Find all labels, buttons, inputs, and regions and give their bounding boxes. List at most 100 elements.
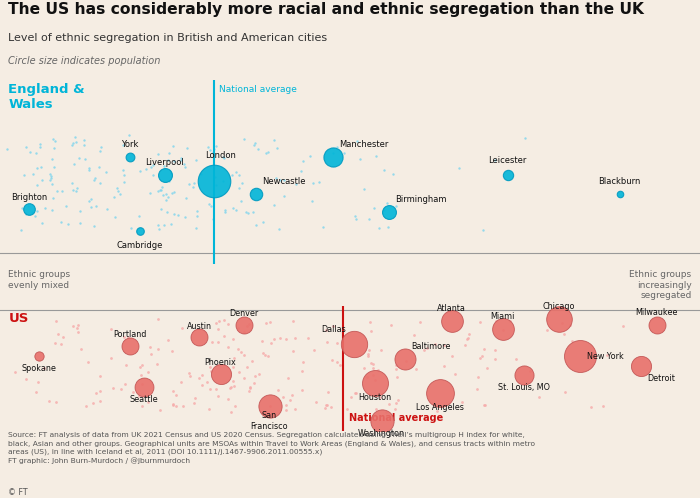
Point (189, 399, 200, 407)
Point (253, 370, 265, 377)
Point (195, 170, 206, 178)
Point (365, 360, 377, 368)
Point (83, 164, 94, 172)
Point (438, 362, 449, 370)
Point (80, 155, 91, 163)
Point (134, 392, 145, 400)
Point (617, 322, 629, 330)
Point (319, 404, 330, 412)
Point (480, 401, 491, 409)
Point (211, 384, 222, 392)
Point (264, 402, 275, 410)
Point (363, 346, 374, 354)
Point (96, 143, 107, 151)
Point (399, 355, 410, 363)
Point (125, 225, 136, 233)
Point (381, 199, 392, 207)
Point (23, 202, 34, 210)
Point (136, 361, 148, 369)
Point (210, 142, 221, 150)
Point (446, 317, 457, 325)
Point (141, 164, 152, 172)
Point (188, 179, 199, 187)
Point (188, 183, 199, 191)
Point (167, 400, 178, 408)
Point (270, 174, 281, 182)
Point (108, 384, 119, 392)
Point (574, 352, 585, 360)
Point (50, 137, 61, 145)
Point (286, 391, 297, 399)
Point (36, 163, 47, 171)
Text: Blackburn: Blackburn (598, 176, 640, 186)
Point (490, 346, 501, 354)
Point (434, 389, 445, 397)
Point (116, 385, 127, 393)
Point (88, 222, 99, 230)
Point (55, 340, 66, 348)
Point (368, 372, 379, 379)
Point (229, 354, 240, 362)
Point (194, 334, 205, 342)
Point (94, 163, 105, 171)
Point (118, 333, 130, 341)
Point (224, 384, 235, 392)
Text: The US has considerably more racial and ethnic segregation than the UK: The US has considerably more racial and … (8, 1, 644, 16)
Point (197, 372, 208, 379)
Point (145, 189, 156, 197)
Point (321, 326, 332, 334)
Point (210, 319, 221, 327)
Point (179, 163, 190, 171)
Point (138, 383, 149, 391)
Point (175, 154, 186, 162)
Point (327, 153, 338, 161)
Point (134, 363, 145, 371)
Point (373, 224, 384, 232)
Point (321, 401, 332, 409)
Point (44, 170, 55, 178)
Point (80, 402, 92, 410)
Point (298, 359, 309, 367)
Point (257, 218, 268, 226)
Point (390, 405, 401, 413)
Point (651, 321, 662, 329)
Point (368, 360, 379, 368)
Point (68, 322, 79, 330)
Point (84, 166, 95, 174)
Point (310, 398, 321, 406)
Point (504, 317, 515, 325)
Text: York: York (121, 139, 138, 149)
Point (165, 169, 176, 177)
Point (55, 218, 66, 226)
Point (358, 185, 370, 193)
Point (461, 336, 472, 344)
Point (208, 177, 219, 185)
Point (143, 368, 154, 375)
Point (156, 186, 167, 194)
Point (231, 168, 242, 176)
Point (72, 324, 83, 332)
Point (160, 196, 172, 204)
Point (262, 352, 273, 360)
Point (297, 367, 308, 375)
Point (136, 402, 148, 410)
Point (298, 157, 309, 165)
Point (456, 398, 468, 406)
Point (62, 220, 74, 228)
Point (213, 391, 224, 399)
Point (89, 176, 100, 184)
Point (161, 190, 172, 198)
Point (145, 343, 156, 351)
Point (145, 350, 156, 358)
Point (133, 212, 144, 220)
Text: Milwaukee: Milwaukee (636, 308, 678, 317)
Point (171, 402, 182, 410)
Point (454, 164, 465, 172)
Point (475, 318, 486, 326)
Point (351, 215, 362, 223)
Text: National average: National average (219, 85, 297, 94)
Point (190, 224, 202, 232)
Point (78, 141, 89, 149)
Point (349, 212, 360, 220)
Text: Leicester: Leicester (489, 156, 526, 165)
